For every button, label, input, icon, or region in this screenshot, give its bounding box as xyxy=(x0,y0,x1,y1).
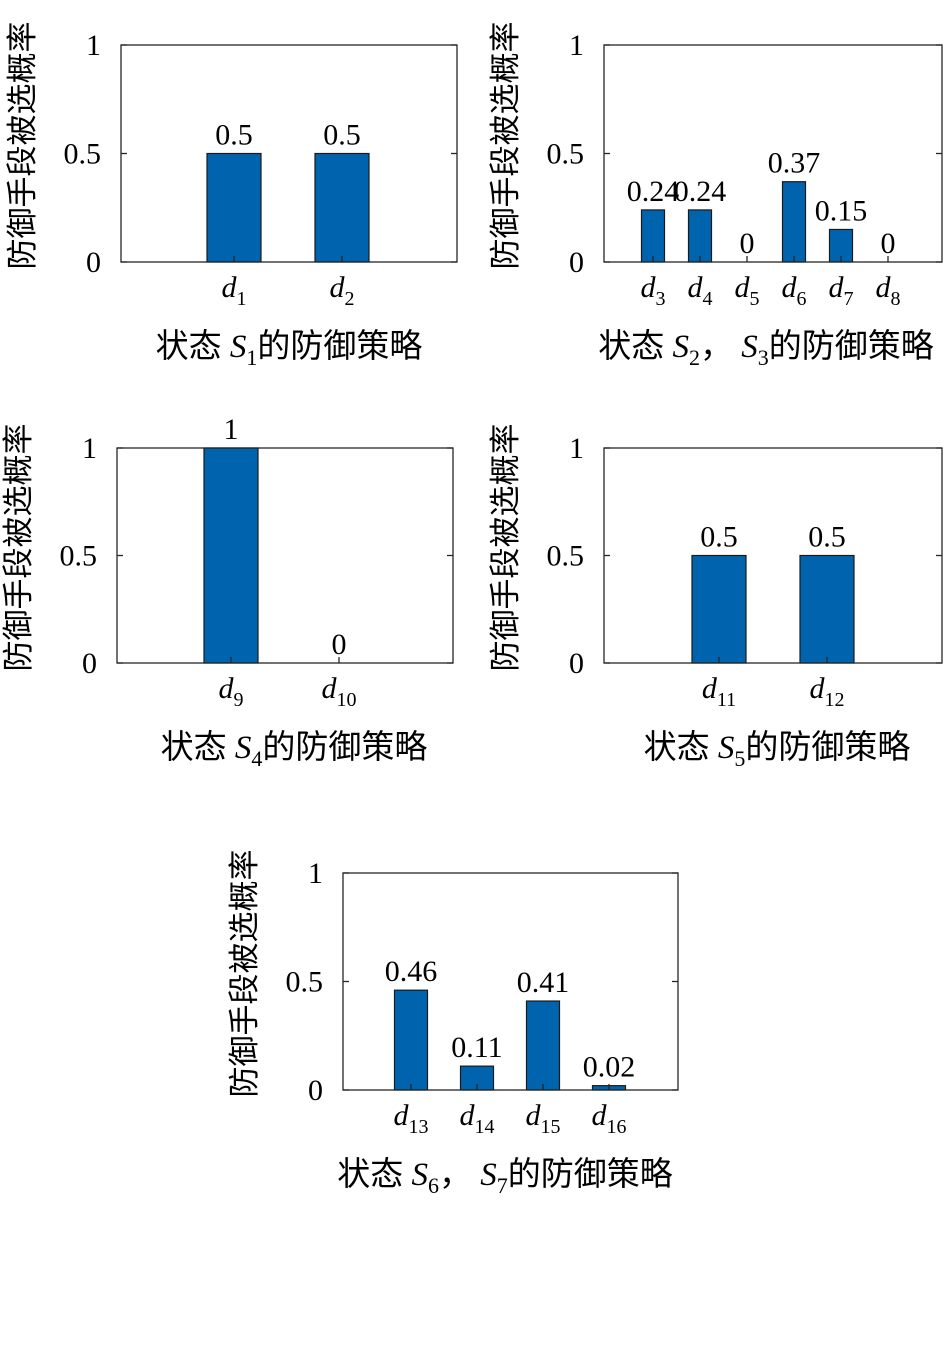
y-axis-label: 防御手段被选概率 xyxy=(5,22,40,270)
data-label: 0.46 xyxy=(385,955,438,988)
bar-d11 xyxy=(691,554,747,664)
bar-d3 xyxy=(640,209,666,263)
y-tick-label: 1 xyxy=(82,432,97,465)
x-tick-label: d4 xyxy=(688,271,713,310)
x-axis-label: 状态 S5的防御策略 xyxy=(644,729,911,771)
y-tick-label: 0.5 xyxy=(60,540,98,573)
x-tick-label: d6 xyxy=(782,271,807,310)
x-tick-label: d13 xyxy=(394,1099,429,1138)
x-tick-label: d3 xyxy=(641,271,666,310)
y-tick-label: 0 xyxy=(569,246,584,279)
data-label: 0.5 xyxy=(323,119,361,152)
chart-panel-2: 0.240.24 0 0.37 0.15 0 0 0.5 1 d3 d4 d5 d6 d7 d8 防御手段被… xyxy=(488,22,943,370)
data-label: 0.5 xyxy=(700,521,738,554)
bar-d1 xyxy=(206,152,262,263)
data-label: 0 xyxy=(881,227,896,260)
y-tick-label: 0.5 xyxy=(286,966,324,999)
plot-frame xyxy=(120,44,458,263)
x-tick-label: d8 xyxy=(876,271,901,310)
x-tick-label: d14 xyxy=(460,1099,495,1138)
x-tick-label: d16 xyxy=(592,1099,627,1138)
x-axis-label: 状态 S2， S3的防御策略 xyxy=(598,328,934,370)
y-axis-label: 防御手段被选概率 xyxy=(1,424,36,672)
y-axis-label: 防御手段被选概率 xyxy=(488,424,523,672)
y-tick-label: 1 xyxy=(308,857,323,890)
y-tick-label: 1 xyxy=(86,29,101,62)
y-tick-label: 1 xyxy=(569,29,584,62)
x-tick-label: d10 xyxy=(322,672,357,711)
plot-frame xyxy=(603,447,943,664)
y-tick-label: 0.5 xyxy=(64,138,102,171)
data-label: 0.5 xyxy=(808,521,846,554)
data-label: 0 xyxy=(332,628,347,661)
x-tick-label: d9 xyxy=(219,672,244,711)
bar-d15 xyxy=(525,1000,561,1091)
y-tick-label: 0 xyxy=(569,647,584,680)
x-axis-label: 状态 S4的防御策略 xyxy=(161,729,428,771)
x-axis-label: 状态 S6， S7的防御策略 xyxy=(337,1156,673,1198)
y-tick-label: 0 xyxy=(86,246,101,279)
bar-d2 xyxy=(314,152,370,263)
x-tick-label: d7 xyxy=(829,271,854,310)
x-tick-label: d5 xyxy=(735,271,760,310)
x-tick-label: d1 xyxy=(222,271,247,310)
data-label: 0.24 xyxy=(627,175,680,208)
data-label: 0.02 xyxy=(583,1051,636,1084)
y-tick-label: 0 xyxy=(82,647,97,680)
bar-d12 xyxy=(799,554,855,664)
data-label: 0 xyxy=(740,227,755,260)
y-tick-label: 0.5 xyxy=(547,540,585,573)
plot-frame xyxy=(116,447,454,664)
x-tick-label: d2 xyxy=(330,271,355,310)
bar-d9 xyxy=(203,447,259,664)
bar-d4 xyxy=(687,209,713,263)
x-tick-label: d15 xyxy=(526,1099,561,1138)
data-label: 0.24 xyxy=(674,175,727,208)
y-axis-label: 防御手段被选概率 xyxy=(488,22,523,270)
bar-d13 xyxy=(393,989,429,1091)
bar-d6 xyxy=(781,181,807,263)
data-label: 0.37 xyxy=(768,147,821,180)
x-axis-label: 状态 S1的防御策略 xyxy=(156,328,423,370)
y-axis-label: 防御手段被选概率 xyxy=(227,850,262,1098)
data-label: 1 xyxy=(224,413,239,446)
x-tick-label: d11 xyxy=(702,672,736,711)
x-tick-label: d12 xyxy=(810,672,845,711)
data-label: 0.5 xyxy=(215,119,253,152)
y-tick-label: 1 xyxy=(569,432,584,465)
y-tick-label: 0 xyxy=(308,1074,323,1107)
data-label: 0.11 xyxy=(451,1031,502,1064)
data-label: 0.41 xyxy=(517,966,570,999)
data-label: 0.15 xyxy=(815,194,868,227)
chart-panel-5: 0.46 0.11 0.41 0.02 0 0.5 1 d13 d14 d15 d16 防御手段被选概… xyxy=(227,850,679,1198)
y-tick-label: 0.5 xyxy=(547,138,585,171)
